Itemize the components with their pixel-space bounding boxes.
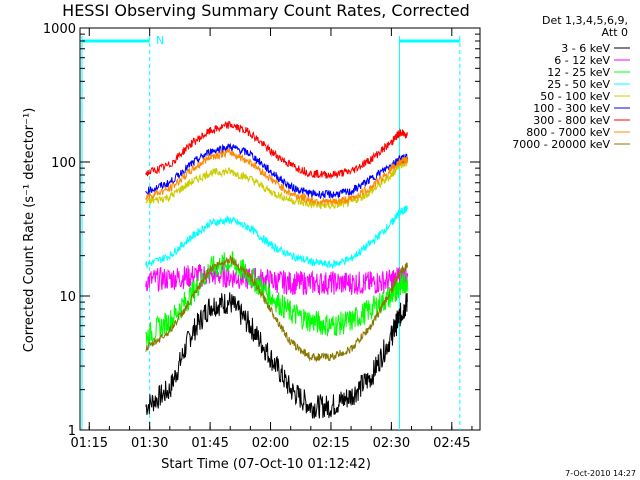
plot-frame — [79, 27, 481, 431]
y-axis-ticks: 1 10 100 1000 — [43, 22, 480, 439]
x-tick-label-0: 01:15 — [71, 436, 108, 451]
series-line-7 — [145, 146, 408, 207]
legend-label-1: 6 - 12 keV — [554, 54, 610, 67]
series-line-2 — [145, 251, 408, 346]
x-tick-label-3: 02:00 — [252, 436, 289, 451]
legend-label-2: 12 - 25 keV — [547, 66, 610, 79]
y-tick-label-0: 1 — [68, 424, 76, 439]
plot-border — [79, 27, 481, 431]
x-tick-label-1: 01:30 — [131, 436, 168, 451]
series-line-1 — [145, 264, 408, 295]
legend-label-6: 300 - 800 keV — [533, 114, 610, 127]
y-tick-label-1: 10 — [59, 290, 76, 305]
legend-label-5: 100 - 300 keV — [533, 102, 610, 115]
x-tick-label-4: 02:15 — [312, 436, 349, 451]
y-tick-label-3: 1000 — [43, 22, 76, 37]
series-line-4 — [145, 158, 408, 210]
y-axis-label: Corrected Count Rate (s⁻¹ detector⁻¹) — [22, 108, 37, 353]
x-axis-ticks: 01:15 01:30 01:45 02:00 02:15 02:30 02:45 — [71, 28, 473, 451]
legend-label-3: 25 - 50 keV — [547, 78, 610, 91]
legend-header-line-1: Det 1,3,4,5,6,9, — [542, 14, 628, 27]
series-line-0 — [145, 292, 408, 419]
x-tick-label-5: 02:30 — [373, 436, 410, 451]
time-stamp: 7-Oct-2010 14:27 — [565, 469, 636, 478]
legend-label-8: 7000 - 20000 keV — [512, 138, 610, 151]
x-tick-label-2: 01:45 — [191, 436, 228, 451]
series-line-3 — [145, 205, 408, 270]
series-line-6 — [145, 120, 408, 179]
x-axis-label: Start Time (07-Oct-10 01:12:42) — [161, 457, 371, 472]
legend-label-0: 3 - 6 keV — [561, 42, 610, 55]
legend-label-7: 800 - 7000 keV — [526, 126, 610, 139]
series-line-8 — [145, 254, 408, 363]
x-tick-label-6: 02:45 — [433, 436, 470, 451]
series-line-5 — [145, 143, 408, 200]
spacecraft-markers — [81, 36, 461, 430]
night-marker-label: N — [156, 34, 164, 47]
y-tick-label-2: 100 — [51, 156, 76, 171]
series-group — [145, 120, 408, 419]
legend-header-line-2: Att 0 — [602, 26, 628, 39]
legend-label-4: 50 - 100 keV — [540, 90, 610, 103]
chart-title: HESSI Observing Summary Count Rates, Cor… — [62, 1, 470, 20]
